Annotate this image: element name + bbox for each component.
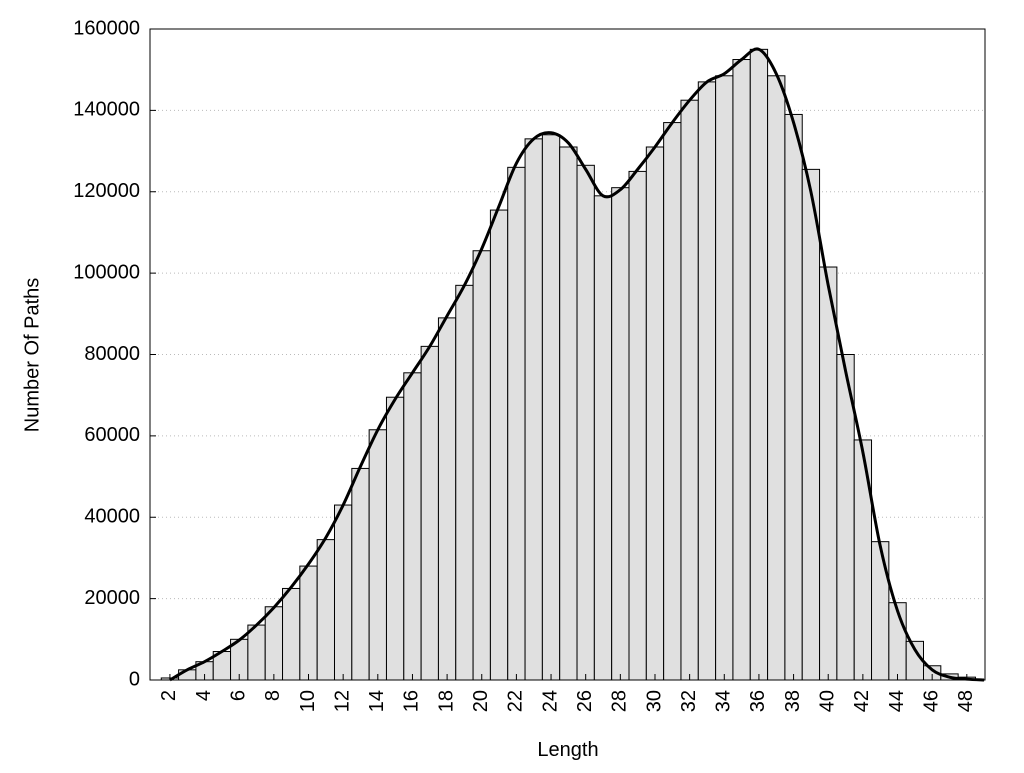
curve (169, 47, 985, 682)
y-tick-label: 100000 (73, 261, 140, 283)
bar (264, 606, 284, 681)
bar (593, 195, 613, 681)
bar (368, 429, 387, 681)
x-tick-label: 40 (817, 690, 839, 712)
y-tick-label: 0 (129, 668, 140, 690)
bar (282, 587, 301, 681)
x-tick-label: 38 (782, 690, 804, 712)
bar (524, 138, 543, 681)
bar (559, 146, 578, 681)
bar (628, 170, 647, 681)
x-tick-label: 22 (505, 690, 527, 712)
x-axis-label: Length (537, 739, 598, 761)
x-tick-label: 42 (851, 690, 873, 712)
bar (316, 539, 335, 681)
y-tick-label: 20000 (84, 587, 140, 609)
bar (455, 284, 474, 681)
bar (611, 187, 630, 681)
x-tick-label: 24 (539, 690, 561, 712)
x-tick-label: 46 (920, 690, 942, 712)
x-tick-label: 6 (227, 690, 249, 701)
x-tick-label: 20 (470, 690, 492, 712)
bar (576, 164, 595, 681)
x-tick-label: 16 (401, 690, 423, 712)
x-tick-label: 8 (262, 690, 284, 701)
bar (507, 166, 526, 681)
bar (489, 209, 509, 681)
x-tick-label: 12 (331, 690, 353, 712)
x-tick-label: 28 (609, 690, 631, 712)
y-tick-label: 60000 (84, 424, 140, 446)
x-tick-label: 36 (747, 690, 769, 712)
x-tick-label: 4 (193, 690, 215, 701)
bar (819, 266, 838, 681)
x-tick-label: 26 (574, 690, 596, 712)
bar (732, 59, 751, 681)
bar (333, 504, 353, 681)
bar (385, 396, 405, 681)
bar (749, 48, 769, 681)
x-tick-label: 32 (678, 690, 700, 712)
bar (472, 250, 491, 681)
bar (437, 317, 457, 681)
x-tick-label: 2 (158, 690, 180, 701)
bar (645, 146, 665, 681)
y-tick-label: 120000 (73, 180, 140, 202)
y-tick-label: 40000 (84, 506, 140, 528)
y-axis-label: Number Of Paths (21, 278, 43, 433)
x-tick-label: 48 (955, 690, 977, 712)
bar (403, 372, 422, 681)
bar (871, 541, 890, 681)
x-tick-label: 44 (886, 690, 908, 712)
bar (767, 75, 786, 681)
y-tick-label: 160000 (73, 17, 140, 39)
bar (801, 168, 821, 681)
plot-frame (149, 28, 986, 681)
x-tick-label: 10 (297, 690, 319, 712)
x-tick-label: 18 (435, 690, 457, 712)
y-tick-label: 140000 (73, 99, 140, 121)
y-tick-label: 80000 (84, 343, 140, 365)
bar (784, 113, 803, 681)
bar (351, 467, 370, 681)
bar (697, 81, 717, 681)
bar (715, 75, 734, 681)
x-tick-label: 30 (643, 690, 665, 712)
bar (420, 345, 439, 681)
bar (663, 122, 682, 681)
bar (299, 565, 318, 681)
bar (680, 99, 699, 681)
bar (247, 624, 266, 681)
bar (541, 134, 561, 681)
x-tick-label: 34 (713, 690, 735, 712)
bar (853, 439, 873, 681)
x-tick-label: 14 (366, 690, 388, 712)
